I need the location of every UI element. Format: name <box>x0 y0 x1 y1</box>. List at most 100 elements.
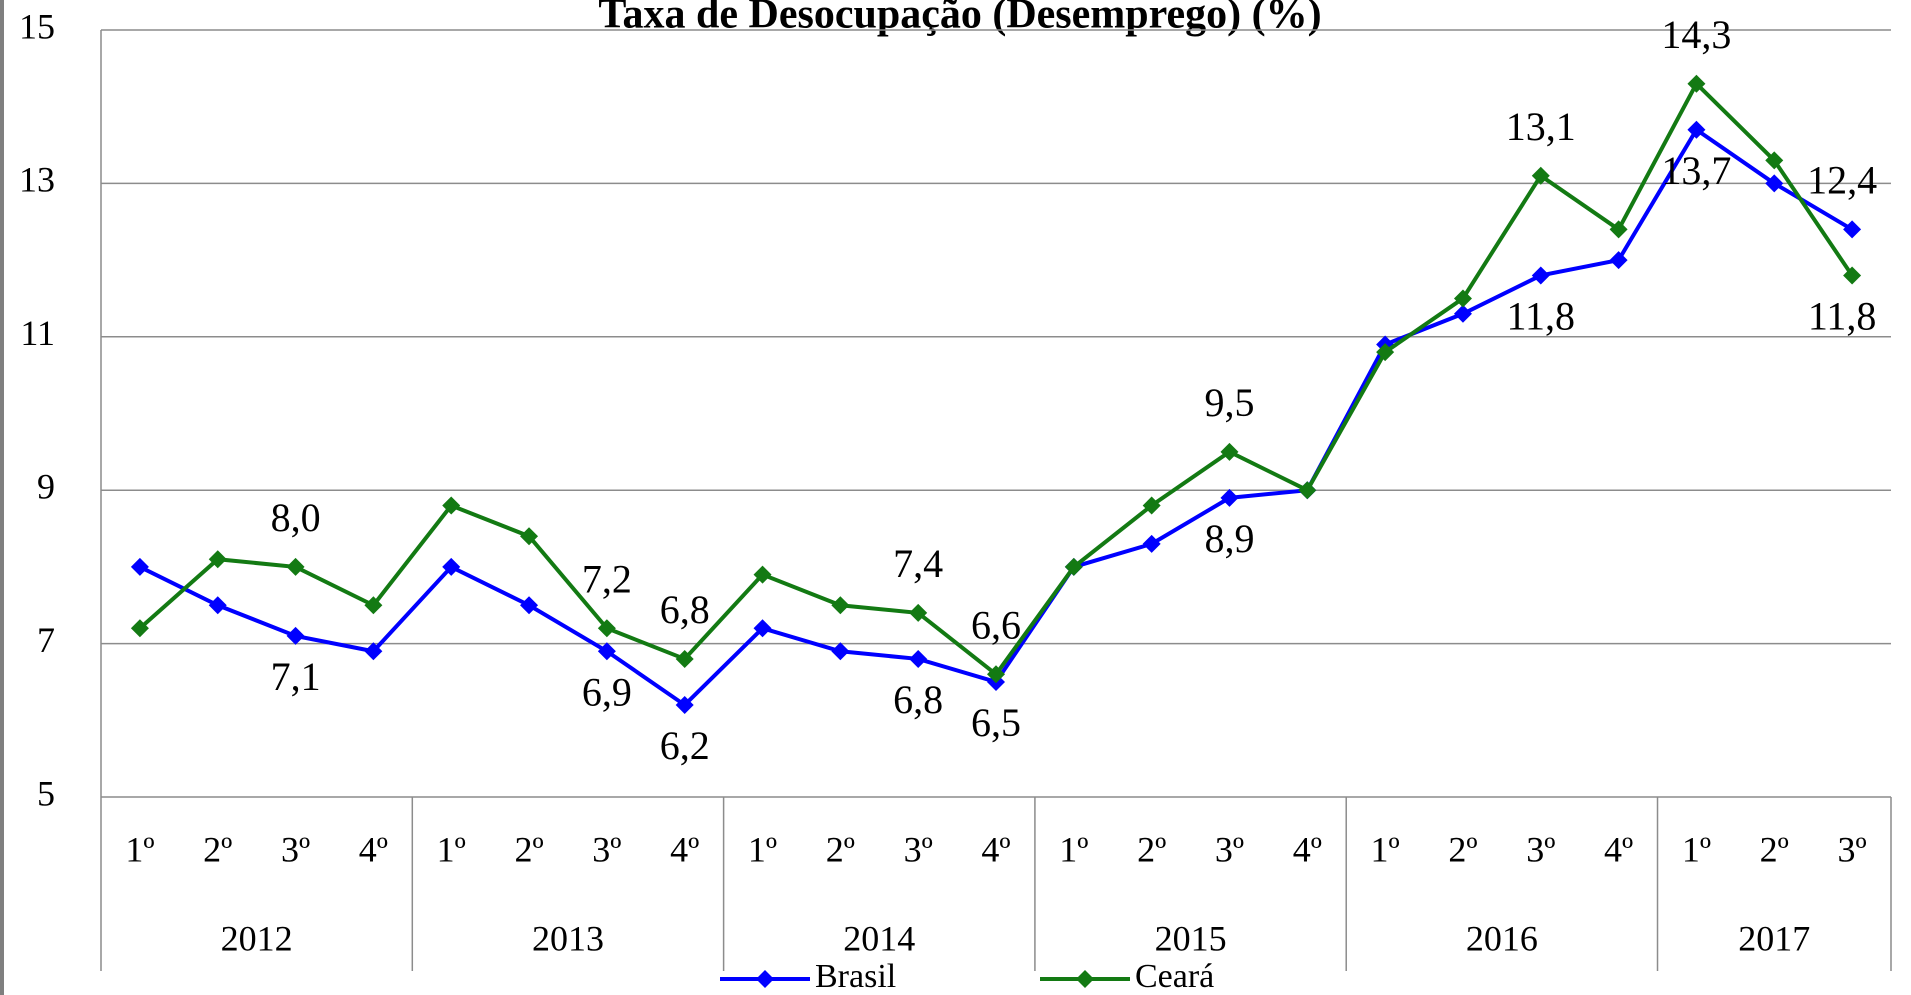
x-tick-label: 3º <box>904 829 933 869</box>
y-tick-label: 15 <box>19 6 55 46</box>
x-tick-label: 3º <box>1526 829 1555 869</box>
data-label: 11,8 <box>1507 294 1576 339</box>
data-label: 8,0 <box>271 495 321 540</box>
point-marker <box>987 665 1005 684</box>
x-tick-label: 3º <box>592 829 621 869</box>
legend-label: Brasil <box>815 958 896 995</box>
point-marker <box>1609 251 1628 270</box>
x-tick-label: 1º <box>1682 829 1711 869</box>
point-marker <box>208 596 227 615</box>
x-tick-label: 2º <box>826 829 855 869</box>
series-line <box>138 80 1854 678</box>
x-tick-label: 4º <box>670 829 699 869</box>
x-tick-label: 2º <box>1137 829 1166 869</box>
point-marker <box>1765 174 1784 193</box>
point-marker <box>520 596 539 615</box>
point-marker <box>1220 488 1239 507</box>
point-marker <box>1453 289 1472 308</box>
point-marker <box>364 642 383 661</box>
point-marker <box>1765 151 1784 170</box>
point-marker <box>597 619 616 638</box>
y-tick-label: 11 <box>20 313 55 353</box>
x-tick-label: 4º <box>359 829 388 869</box>
data-label: 6,8 <box>660 587 710 632</box>
x-tick-label: 4º <box>1293 829 1322 869</box>
left-border <box>0 0 4 995</box>
x-group-label: 2015 <box>1155 918 1227 958</box>
y-tick-label: 9 <box>37 466 55 506</box>
point-marker <box>1220 442 1239 461</box>
data-label: 6,5 <box>971 700 1021 745</box>
x-group-label: 2012 <box>221 918 293 958</box>
point-marker <box>597 642 616 661</box>
x-tick-label: 2º <box>514 829 543 869</box>
point-marker <box>1142 496 1161 515</box>
data-label: 6,9 <box>582 669 632 714</box>
data-label: 11,8 <box>1808 294 1877 339</box>
x-tick-label: 2º <box>1448 829 1477 869</box>
point-marker <box>286 557 305 576</box>
y-tick-label: 5 <box>37 773 55 813</box>
data-label: 9,5 <box>1204 380 1254 425</box>
x-tick-label: 3º <box>281 829 310 869</box>
point-marker <box>675 695 694 714</box>
point-marker <box>831 596 850 615</box>
x-tick-label: 3º <box>1215 829 1244 869</box>
point-marker <box>286 626 305 645</box>
x-tick-label: 2º <box>203 829 232 869</box>
point-marker <box>364 596 383 615</box>
point-marker <box>1843 266 1862 285</box>
point-marker <box>909 603 928 622</box>
x-tick-label: 1º <box>125 829 154 869</box>
point-marker <box>675 649 694 668</box>
data-label: 13,7 <box>1661 148 1731 193</box>
x-group-label: 2016 <box>1466 918 1538 958</box>
point-marker <box>442 557 461 576</box>
point-marker <box>1064 557 1083 576</box>
data-label: 14,3 <box>1661 12 1731 57</box>
point-marker <box>753 619 772 638</box>
y-tick-label: 7 <box>37 620 55 660</box>
x-tick-label: 4º <box>981 829 1010 869</box>
point-marker <box>1687 74 1706 93</box>
x-group-label: 2014 <box>843 918 915 958</box>
y-tick-label: 13 <box>19 160 55 200</box>
point-marker <box>1609 220 1628 239</box>
point-marker <box>831 642 850 661</box>
x-tick-label: 1º <box>748 829 777 869</box>
data-label: 12,4 <box>1807 158 1877 203</box>
x-tick-label: 3º <box>1838 829 1867 869</box>
point-marker <box>753 565 772 584</box>
legend-marker <box>1076 970 1094 988</box>
point-marker <box>909 649 928 668</box>
point-marker <box>1453 304 1472 323</box>
point-marker <box>130 557 149 576</box>
x-tick-label: 2º <box>1760 829 1789 869</box>
x-group-label: 2013 <box>532 918 604 958</box>
data-label: 6,8 <box>893 677 943 722</box>
x-tick-label: 1º <box>437 829 466 869</box>
legend-marker <box>756 970 774 988</box>
point-marker <box>1376 343 1395 362</box>
data-label: 6,6 <box>971 602 1021 647</box>
legend-label: Ceará <box>1135 958 1214 995</box>
data-label: 7,1 <box>271 654 321 699</box>
data-label: 13,1 <box>1506 104 1576 149</box>
point-marker <box>1687 120 1706 139</box>
x-tick-label: 1º <box>1059 829 1088 869</box>
data-label: 8,9 <box>1204 516 1254 561</box>
point-marker <box>1531 266 1550 285</box>
point-marker <box>130 619 149 638</box>
x-tick-label: 4º <box>1604 829 1633 869</box>
point-marker <box>442 496 461 515</box>
x-group-label: 2017 <box>1738 918 1810 958</box>
point-marker <box>1531 166 1550 185</box>
chart-title: Taxa de Desocupação (Desemprego) (%) <box>598 0 1321 38</box>
point-marker <box>520 527 539 546</box>
data-label: 7,4 <box>893 541 943 586</box>
data-label: 6,2 <box>660 723 710 768</box>
point-marker <box>1142 534 1161 553</box>
point-marker <box>1843 220 1862 239</box>
point-marker <box>1298 481 1317 500</box>
